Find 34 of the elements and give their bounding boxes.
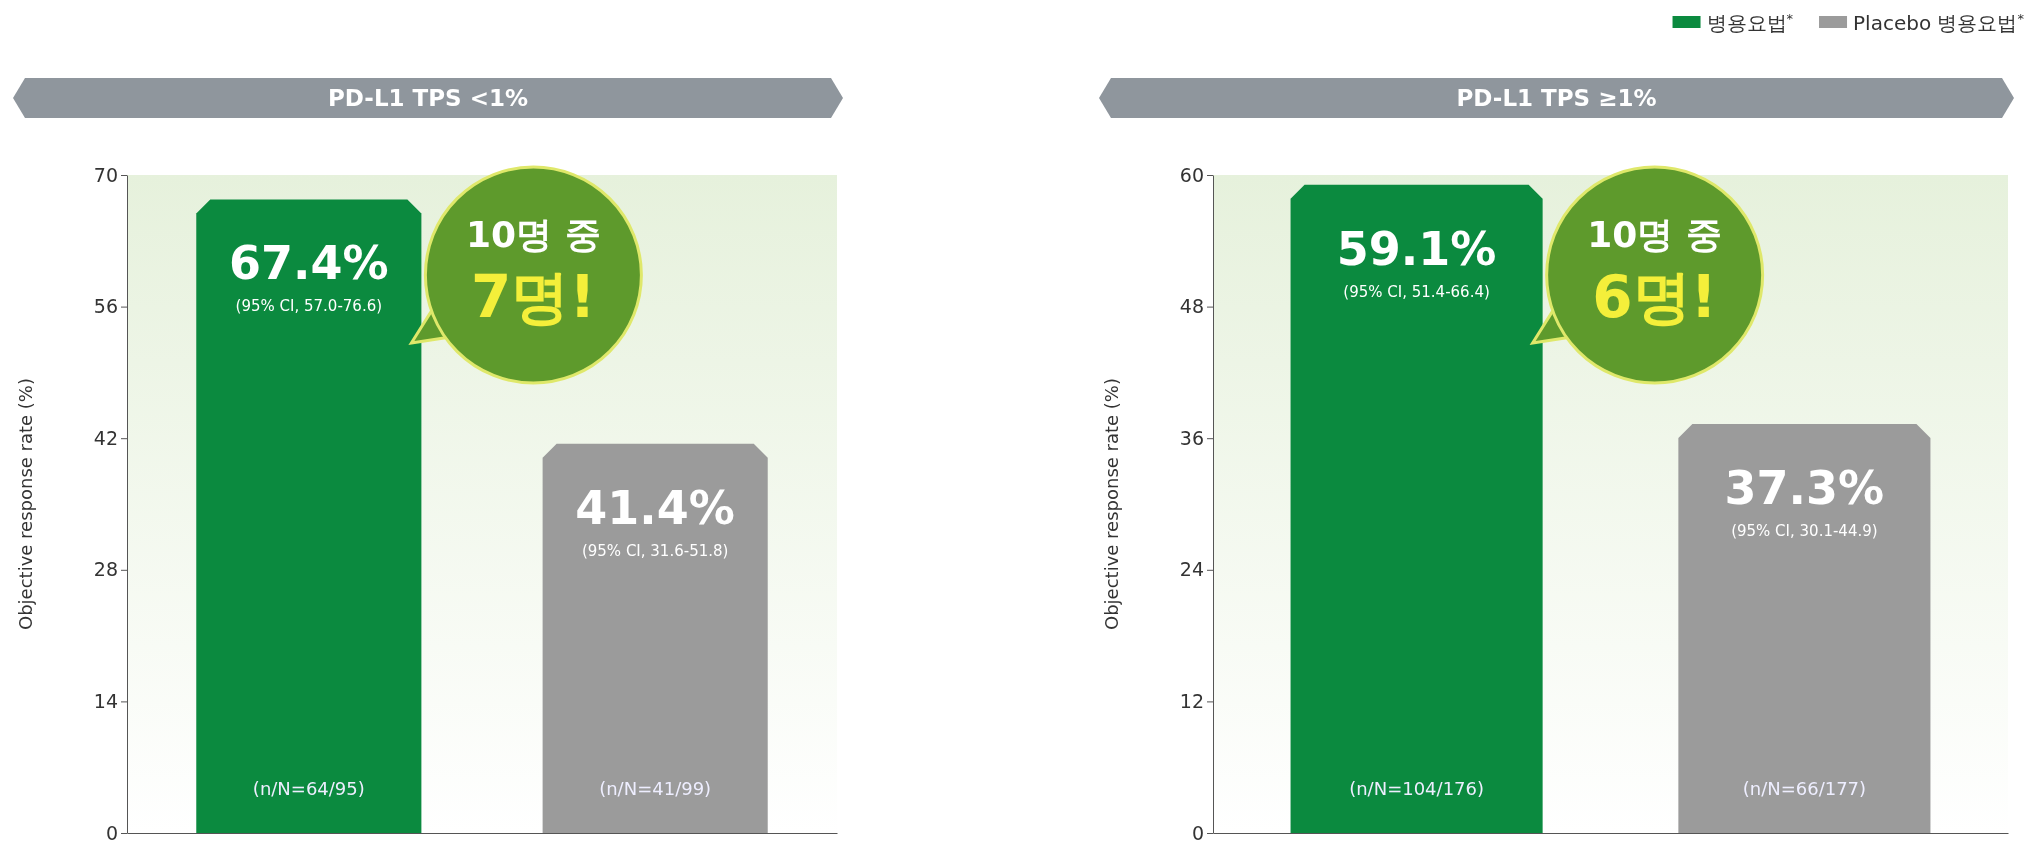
annotation: 6명! (1592, 263, 1718, 331)
legend-label: Placebo 병용요법$^{*}$ (1853, 10, 2025, 35)
y-tick-label: 0 (105, 821, 118, 844)
annotation: (95% CI, 31.6-51.8) (581, 541, 729, 560)
y-tick-label: 14 (93, 689, 118, 712)
y-tick-label: 12 (1179, 689, 1204, 712)
annotation: 10명 중 (466, 214, 601, 255)
y-tick-label: 24 (1179, 558, 1204, 581)
y-tick-label: 36 (1179, 426, 1204, 449)
chart-title: PD-L1 TPS <1% (327, 85, 529, 111)
y-axis-title: Objective response rate (%) (15, 378, 36, 630)
y-tick-label: 28 (93, 558, 118, 581)
text: 59.1% (1336, 221, 1497, 276)
legend-label: 병용요법$^{*}$ (1706, 10, 1794, 35)
y-tick-label: 42 (93, 426, 118, 449)
annotation: (95% CI, 30.1-44.9) (1731, 521, 1878, 540)
annotation: 7명! (470, 263, 596, 331)
annotation: 10명 중 (1587, 214, 1722, 255)
y-tick-label: 60 (1179, 163, 1204, 186)
chart-title: PD-L1 TPS ≥1% (1456, 85, 1657, 111)
data-label: 67.4% (229, 236, 389, 291)
annotation: (95% CI, 51.4-66.4) (1343, 282, 1490, 301)
y-tick-label: 0 (1191, 821, 1204, 844)
annotation: (n/N=66/177) (1742, 778, 1867, 799)
y-tick-label: 48 (1179, 295, 1204, 318)
annotation: (95% CI, 57.0-76.6) (235, 297, 383, 316)
y-tick-label: 70 (93, 163, 118, 186)
annotation: (n/N=41/99) (599, 778, 712, 799)
annotation: (n/N=104/176) (1349, 778, 1485, 799)
y-axis-title: Objective response rate (%) (1101, 378, 1122, 630)
y-tick-label: 56 (93, 295, 118, 318)
data-label: 41.4% (575, 480, 735, 535)
annotation: (n/N=64/95) (252, 778, 365, 799)
text: 37.3% (1724, 460, 1885, 515)
